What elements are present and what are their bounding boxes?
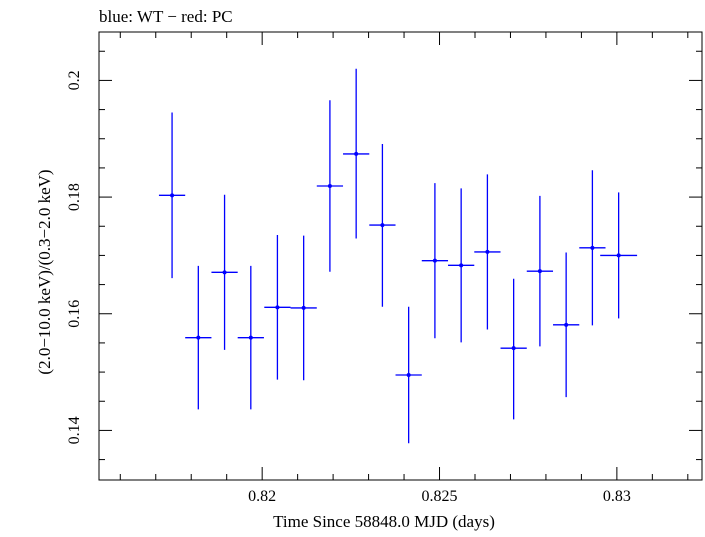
y-tick-label: 0.16 xyxy=(66,300,83,328)
data-point xyxy=(553,252,580,398)
point-marker xyxy=(564,322,569,327)
data-point xyxy=(369,144,396,307)
point-marker xyxy=(327,184,332,188)
x-tick-label: 0.825 xyxy=(422,488,458,505)
data-point xyxy=(343,68,370,239)
data-point xyxy=(211,194,238,350)
point-marker xyxy=(354,151,359,156)
data-point xyxy=(264,235,291,380)
point-marker xyxy=(170,193,175,198)
data-point xyxy=(500,278,527,420)
point-marker xyxy=(301,305,306,310)
point-marker xyxy=(275,305,280,310)
data-point xyxy=(185,265,212,410)
point-marker xyxy=(196,335,201,340)
point-marker xyxy=(616,253,621,258)
point-marker xyxy=(537,269,542,274)
x-axis-ticks: 0.82 0.825 0.83 xyxy=(119,32,689,505)
data-point xyxy=(474,174,501,330)
data-point xyxy=(237,265,264,410)
y-tick-label: 0.18 xyxy=(66,183,83,211)
point-marker xyxy=(432,258,437,263)
point-marker xyxy=(511,346,516,351)
y-tick-label: 0.14 xyxy=(66,416,83,444)
point-marker xyxy=(485,249,490,254)
data-point xyxy=(158,112,186,279)
y-axis-label: (2.0−10.0 keV)/(0.3−2.0 keV) xyxy=(35,169,54,374)
data-point xyxy=(395,306,422,444)
data-point xyxy=(526,195,554,347)
data-point xyxy=(421,183,449,339)
data-point xyxy=(316,100,344,272)
point-marker xyxy=(380,223,385,228)
y-axis-ticks: 0.14 0.16 0.18 0.2 xyxy=(66,50,702,461)
point-marker xyxy=(222,270,227,275)
y-tick-label: 0.2 xyxy=(66,70,83,90)
data-point xyxy=(448,188,475,343)
data-point xyxy=(579,170,606,326)
data-point xyxy=(600,192,638,319)
point-marker xyxy=(590,245,595,250)
point-marker xyxy=(406,373,411,377)
x-tick-label: 0.83 xyxy=(603,488,631,505)
point-marker xyxy=(459,263,464,268)
x-tick-label: 0.82 xyxy=(248,488,276,505)
data-series xyxy=(158,68,638,444)
x-axis-label: Time Since 58848.0 MJD (days) xyxy=(273,512,495,531)
data-point xyxy=(290,235,317,381)
chart-title: blue: WT − red: PC xyxy=(99,7,233,26)
plot-frame xyxy=(98,31,703,481)
point-marker xyxy=(248,335,253,340)
